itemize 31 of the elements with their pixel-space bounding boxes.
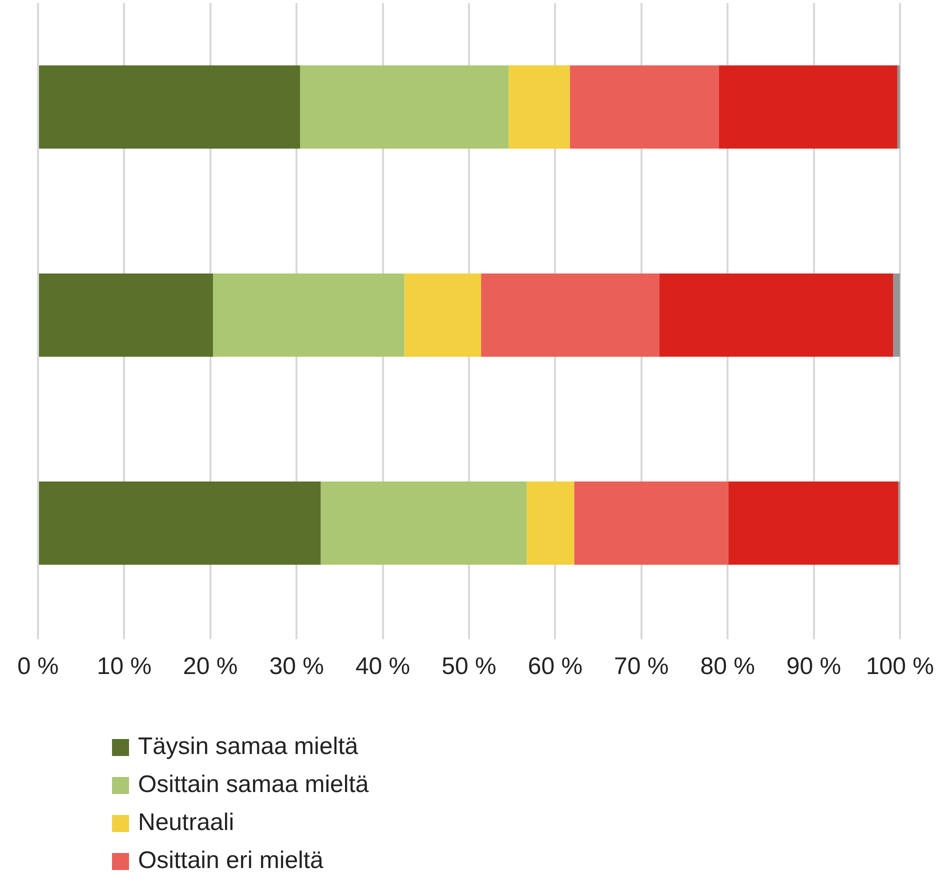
x-tick-label: 70 % bbox=[614, 653, 669, 680]
bar bbox=[481, 273, 660, 357]
x-tick-label: 10 % bbox=[96, 653, 152, 680]
bar bbox=[659, 273, 894, 357]
x-tick-label: 100 % bbox=[866, 653, 934, 680]
legend-label: Täysin samaa mieltä bbox=[138, 733, 358, 761]
bar bbox=[320, 482, 527, 565]
x-tick-label: 0 % bbox=[17, 653, 59, 680]
bar bbox=[39, 482, 321, 565]
bar bbox=[39, 65, 300, 149]
bar bbox=[574, 482, 728, 565]
x-tick-label: 80 % bbox=[700, 653, 755, 680]
bar bbox=[508, 65, 570, 149]
x-tick-label: 20 % bbox=[183, 653, 238, 680]
bar bbox=[526, 482, 574, 565]
legend-label: Osittain eri mieltä bbox=[138, 847, 324, 875]
x-tick-label: 90 % bbox=[786, 653, 842, 680]
x-tick-label: 50 % bbox=[442, 653, 496, 680]
legend-label: Neutraali bbox=[138, 809, 234, 837]
x-tick-label: 60 % bbox=[528, 653, 583, 680]
bar bbox=[300, 65, 509, 149]
bar bbox=[404, 273, 482, 357]
bar bbox=[728, 482, 898, 565]
bar bbox=[570, 65, 719, 149]
legend-label: Osittain samaa mieltä bbox=[138, 771, 369, 799]
bar bbox=[212, 273, 404, 357]
bar bbox=[718, 65, 898, 149]
bar bbox=[893, 273, 900, 357]
bar bbox=[39, 273, 213, 357]
x-tick-label: 30 % bbox=[269, 653, 324, 680]
x-tick-label: 40 % bbox=[355, 653, 410, 680]
